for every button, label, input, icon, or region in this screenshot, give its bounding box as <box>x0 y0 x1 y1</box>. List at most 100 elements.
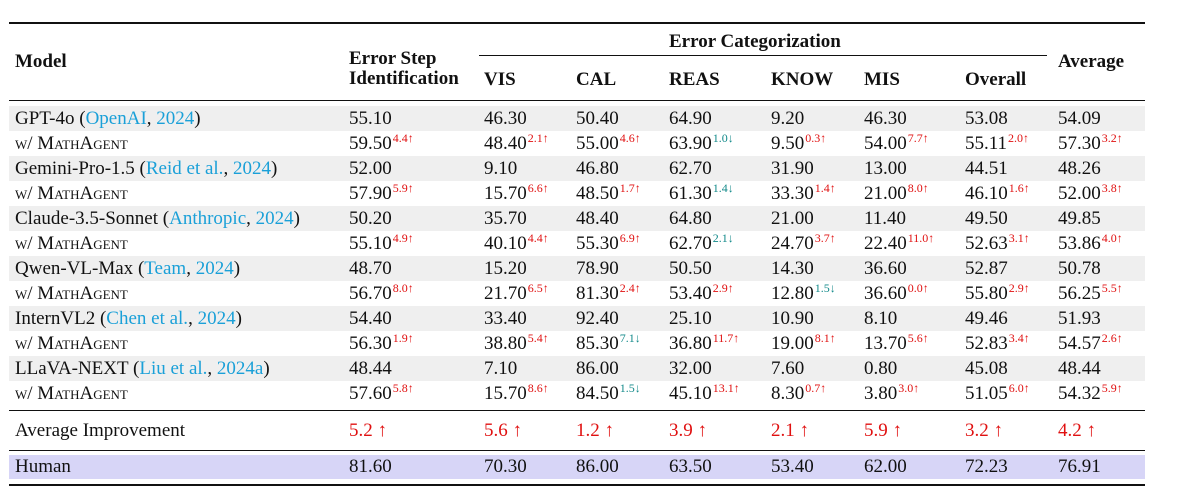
delta-up: 4.0↑ <box>1101 231 1123 245</box>
score-value: 51.05 <box>965 383 1008 404</box>
score-value: 10.90 <box>771 308 814 329</box>
row-stripe <box>9 356 1145 381</box>
improvement-value: 1.2 ↑ <box>576 420 614 441</box>
delta-up: 1.6↑ <box>1008 181 1030 195</box>
delta-up: 6.5↑ <box>527 281 549 295</box>
delta-up: 3.8↑ <box>1101 181 1123 195</box>
score-value: 86.00 <box>576 358 619 379</box>
human-value: 70.30 <box>484 456 527 477</box>
score-cell: 55.10 <box>349 107 392 131</box>
human-value: 86.00 <box>576 456 619 477</box>
score-value: 55.10 <box>349 233 392 254</box>
delta-up: 2.4↑ <box>619 281 641 295</box>
score-cell: 0.80 <box>864 357 897 381</box>
score-value: 55.00 <box>576 133 619 154</box>
score-cell: 8.10 <box>864 307 897 331</box>
score-cell: 32.00 <box>669 357 712 381</box>
model-name-cell: InternVL2 (Chen et al., 2024) <box>15 307 242 331</box>
model-name-cell: w/ MathAgent <box>15 232 128 256</box>
delta-down: 7.1↓ <box>619 331 641 345</box>
score-value: 48.40 <box>484 133 527 154</box>
score-cell: 48.40 <box>576 207 619 231</box>
score-cell: 86.00 <box>576 357 619 381</box>
human-value: 53.40 <box>771 456 814 477</box>
score-value: 14.30 <box>771 258 814 279</box>
model-name-cell: Gemini-Pro-1.5 (Reid et al., 2024) <box>15 157 277 181</box>
header-vis: VIS <box>484 69 516 90</box>
score-cell: 53.402.9↑ <box>669 282 734 306</box>
score-cell: 54.09 <box>1058 107 1101 131</box>
delta-down: 1.5↓ <box>619 381 641 395</box>
citation-close: ) <box>293 208 300 229</box>
score-value: 8.30 <box>771 383 805 404</box>
header-error-step-line1: Error Step <box>349 48 437 69</box>
score-cell: 52.00 <box>349 157 392 181</box>
score-value: 40.10 <box>484 233 527 254</box>
score-value: 9.20 <box>771 108 805 129</box>
score-value: 11.40 <box>864 208 907 229</box>
score-cell: 55.004.6↑ <box>576 132 641 156</box>
delta-up: 2.6↑ <box>1101 331 1123 345</box>
score-value: 13.70 <box>864 333 907 354</box>
delta-up: 2.1↑ <box>527 131 549 145</box>
score-cell: 63.901.0↓ <box>669 132 734 156</box>
score-value: 54.00 <box>864 133 907 154</box>
header-model: Model <box>15 51 67 72</box>
score-cell: 49.46 <box>965 307 1008 331</box>
header-rule <box>9 100 1145 101</box>
header-error-categorization: Error Categorization <box>669 31 841 52</box>
citation-close: ) <box>270 158 278 179</box>
score-cell: 35.70 <box>484 207 527 231</box>
delta-up: 8.0↑ <box>907 181 929 195</box>
citation-sep: , <box>223 158 233 179</box>
score-cell: 48.501.7↑ <box>576 182 641 206</box>
score-cell: 25.10 <box>669 307 712 331</box>
delta-up: 5.4↑ <box>527 331 549 345</box>
score-value: 56.70 <box>349 283 392 304</box>
delta-up: 8.6↑ <box>527 381 549 395</box>
score-value: 52.63 <box>965 233 1008 254</box>
delta-up: 8.0↑ <box>392 281 414 295</box>
score-value: 57.60 <box>349 383 392 404</box>
agent-model-label: w/ MathAgent <box>15 383 128 404</box>
score-value: 12.80 <box>771 283 814 304</box>
delta-up: 8.1↑ <box>814 331 836 345</box>
score-cell: 55.306.9↑ <box>576 232 641 256</box>
row-stripe <box>9 206 1145 231</box>
delta-up: 6.6↑ <box>527 181 549 195</box>
score-value: 48.40 <box>576 208 619 229</box>
score-cell: 57.905.9↑ <box>349 182 414 206</box>
score-value: 61.30 <box>669 183 712 204</box>
row-stripe <box>9 256 1145 281</box>
score-cell: 44.51 <box>965 157 1008 181</box>
score-cell: 46.30 <box>484 107 527 131</box>
score-value: 54.57 <box>1058 333 1101 354</box>
score-value: 64.90 <box>669 108 712 129</box>
score-value: 57.30 <box>1058 133 1101 154</box>
score-cell: 46.101.6↑ <box>965 182 1030 206</box>
score-cell: 81.302.4↑ <box>576 282 641 306</box>
model-name-cell: w/ MathAgent <box>15 382 128 406</box>
citation-sep: , <box>186 258 196 279</box>
score-value: 48.44 <box>349 358 392 379</box>
score-cell: 13.705.6↑ <box>864 332 929 356</box>
score-cell: 45.08 <box>965 357 1008 381</box>
score-value: 33.40 <box>484 308 527 329</box>
score-value: 52.87 <box>965 258 1008 279</box>
score-cell: 7.10 <box>484 357 517 381</box>
score-value: 46.30 <box>484 108 527 129</box>
model-name-cell: Claude-3.5-Sonnet (Anthropic, 2024) <box>15 207 300 231</box>
citation-open: ( <box>158 208 170 229</box>
model-name-cell: w/ MathAgent <box>15 182 128 206</box>
score-cell: 50.50 <box>669 257 712 281</box>
score-cell: 52.003.8↑ <box>1058 182 1123 206</box>
score-value: 31.90 <box>771 158 814 179</box>
delta-up: 3.1↑ <box>1008 231 1030 245</box>
score-value: 36.60 <box>864 258 907 279</box>
score-value: 50.20 <box>349 208 392 229</box>
score-value: 81.30 <box>576 283 619 304</box>
improvement-value: 5.9 ↑ <box>864 420 902 441</box>
score-cell: 46.80 <box>576 157 619 181</box>
model-name-cell: w/ MathAgent <box>15 132 128 156</box>
score-value: 48.26 <box>1058 158 1101 179</box>
